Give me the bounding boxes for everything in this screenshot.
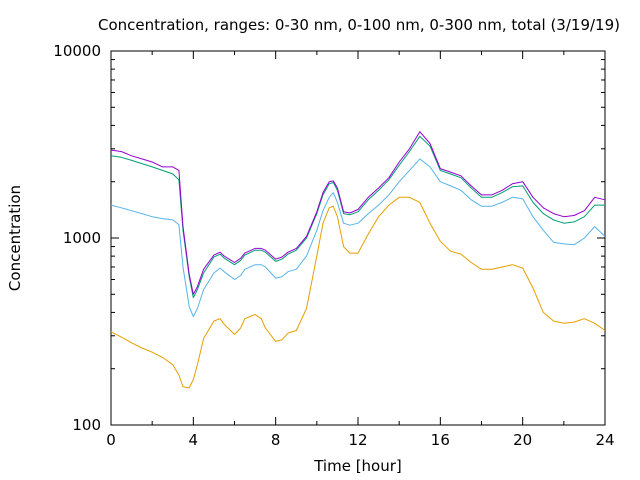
x-tick-label: 0 [106, 431, 116, 449]
plot-frame [110, 50, 606, 426]
y-tick-label: 100 [72, 416, 101, 434]
series-line-3 [110, 135, 605, 299]
series-line-1 [110, 196, 606, 389]
axis-ticks: 0 4 8 12 16 20 24 100 1000 10000 [53, 42, 614, 449]
x-tick-label: 12 [348, 431, 367, 449]
y-tick-label: 1000 [63, 229, 101, 247]
x-tick-label: 4 [189, 431, 199, 449]
series-line-2 [110, 158, 606, 318]
chart-title: Concentration, ranges: 0-30 nm, 0-100 nm… [98, 16, 620, 34]
x-axis-label: Time [hour] [313, 457, 402, 475]
y-axis-label: Concentration [6, 185, 24, 291]
x-tick-label: 24 [595, 431, 614, 449]
series-layer [110, 131, 606, 389]
x-tick-label: 16 [431, 431, 450, 449]
x-tick-label: 20 [513, 431, 532, 449]
series-line-4 [110, 131, 606, 295]
y-tick-label: 10000 [53, 42, 101, 60]
x-tick-label: 8 [271, 431, 281, 449]
